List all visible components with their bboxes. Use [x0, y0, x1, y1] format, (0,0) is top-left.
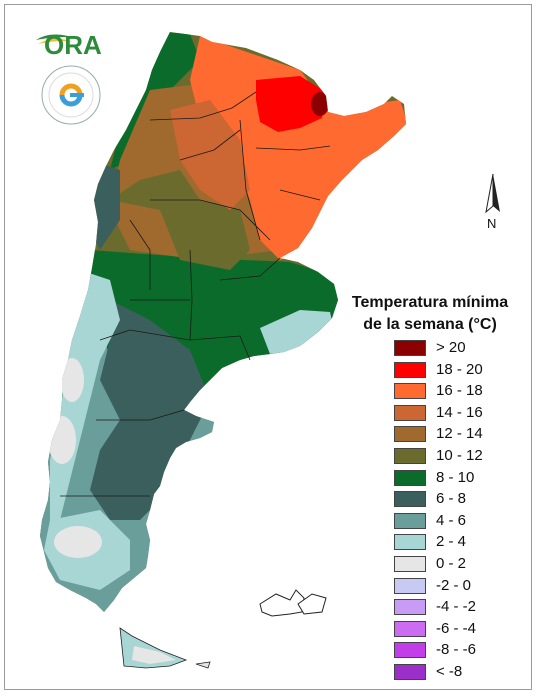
- legend-label: 0 - 2: [436, 554, 467, 572]
- legend-title-line1: Temperatura mínima: [351, 294, 509, 311]
- zone-0-2-central-patagonia: [48, 416, 76, 464]
- legend-title: Temperatura mínima de la semana (°C): [330, 292, 530, 336]
- north-label: N: [487, 216, 496, 231]
- legend-label: 12 - 14: [436, 425, 483, 443]
- legend-swatch: [394, 383, 426, 400]
- legend-label: -2 - 0: [436, 576, 472, 594]
- zone-16-18: [190, 36, 406, 260]
- smn-seal-logo: [41, 65, 101, 125]
- legend-swatch: [394, 491, 426, 508]
- legend-swatch: [394, 534, 426, 551]
- legend-swatch: [394, 555, 426, 572]
- legend-swatch: [394, 620, 426, 637]
- legend-title-line2: de la semana (°C): [363, 316, 497, 333]
- zone-0-2-south-patagonia: [54, 526, 102, 558]
- zone-0-2-north-patagonia: [60, 358, 84, 402]
- legend-label: -4 - -2: [436, 598, 477, 616]
- legend-label: 6 - 8: [436, 490, 467, 508]
- ora-logo-text: ORA: [44, 30, 102, 58]
- legend-swatch: [394, 340, 426, 356]
- isla-de-los-estados: [195, 661, 211, 669]
- ora-logo: ORA: [36, 30, 102, 58]
- legend-swatch: [394, 512, 426, 529]
- legend-swatch: [394, 361, 426, 378]
- zone-18-20: [256, 76, 326, 132]
- malvinas-islands: [259, 589, 327, 617]
- legend-swatch: [394, 426, 426, 443]
- legend-label: 18 - 20: [436, 360, 483, 378]
- legend-label: < -8: [436, 662, 463, 680]
- legend-swatch: [394, 599, 426, 616]
- zone-6-8-patagonia: [90, 300, 210, 520]
- zone-10-12: [110, 170, 250, 270]
- legend-label: 16 - 18: [436, 382, 483, 400]
- north-arrow-icon: N: [485, 173, 500, 231]
- legend-swatch: [394, 469, 426, 486]
- legend-label: 2 - 4: [436, 533, 467, 551]
- tierra-del-fuego-grey: [132, 646, 176, 664]
- legend: Temperatura mínima de la semana (°C) > 2…: [330, 292, 530, 680]
- legend-swatch: [394, 663, 426, 680]
- legend-label: -8 - -6: [436, 641, 477, 659]
- legend-label: > 20: [436, 339, 466, 356]
- legend-label: 14 - 16: [436, 403, 483, 421]
- legend-swatch: [394, 404, 426, 421]
- legend-swatch: [394, 577, 426, 594]
- zone-over-20: [311, 92, 329, 116]
- legend-swatch: [394, 447, 426, 464]
- legend-label: -6 - -4: [436, 619, 477, 637]
- legend-swatch: [394, 642, 426, 659]
- legend-label: 8 - 10: [436, 468, 475, 486]
- zone-14-16: [170, 100, 250, 210]
- legend-label: 10 - 12: [436, 446, 483, 464]
- legend-label: 4 - 6: [436, 511, 467, 529]
- province-borders: [60, 91, 331, 497]
